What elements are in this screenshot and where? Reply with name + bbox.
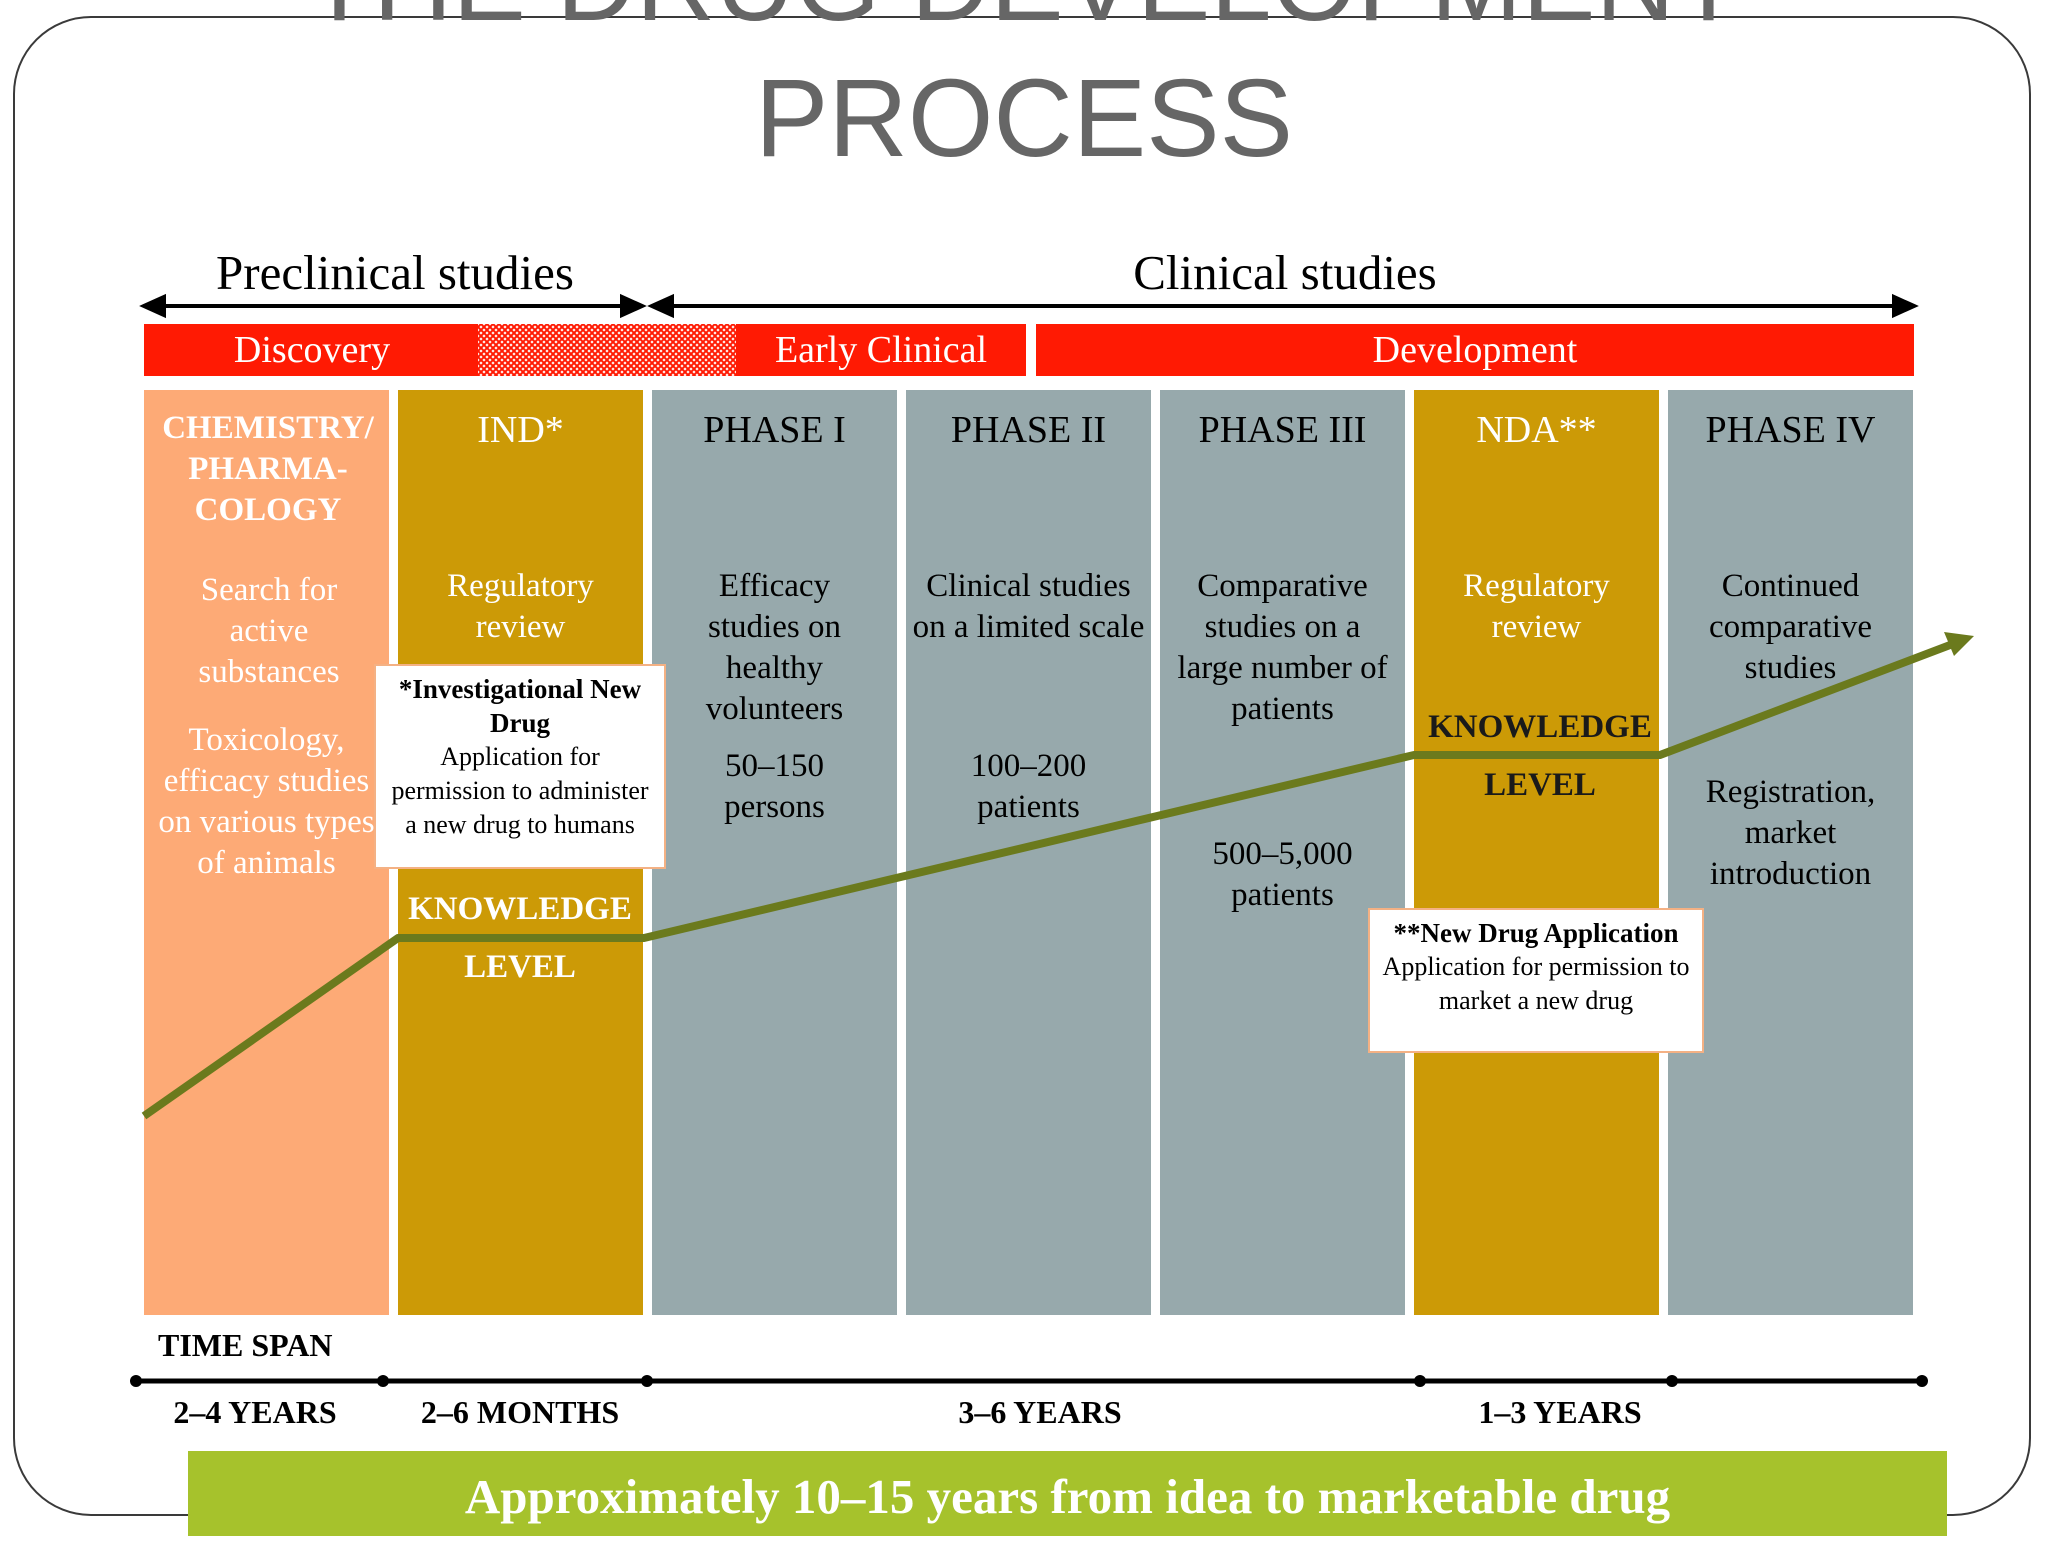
time-span-1: 2–6 MONTHS — [420, 1394, 620, 1430]
arrowhead-left — [139, 293, 166, 319]
ind-note-body: Application for permission to administer… — [391, 742, 649, 839]
knowledge-line2: LEVEL — [464, 949, 576, 985]
stage-early-clinical: Early Clinical — [736, 324, 1026, 376]
knowledge-level-label-ind: KNOWLEDGE LEVEL — [370, 880, 670, 996]
column-text: Clinical studies on a limited scale — [912, 568, 1145, 645]
nda-note: **New Drug Application Application for p… — [1368, 908, 1704, 1053]
column-text: Registration, market introduction — [1705, 774, 1876, 892]
column-head: PHASE I — [703, 409, 846, 451]
time-span-2: 3–6 YEARS — [958, 1394, 1122, 1430]
column-head: PHASE II — [950, 409, 1107, 451]
stage-transition-hatch — [478, 324, 736, 376]
ind-note-title: *Investigational New Drug — [398, 674, 642, 738]
column-text: 50–150 persons — [724, 748, 825, 825]
knowledge-level-label-nda: KNOWLEDGE LEVEL — [1390, 698, 1690, 814]
column-phase-2: PHASE II Clinical studies on a limited s… — [906, 390, 1151, 1315]
clinical-label: Clinical studies — [1133, 245, 1437, 300]
arrowhead-left — [647, 293, 674, 319]
column-phase-3: PHASE III Comparative studies on a large… — [1160, 390, 1405, 1315]
time-axis-dot — [130, 1375, 142, 1387]
column-text: Continued comparative studies — [1708, 568, 1873, 686]
column-nda: NDA** Regulatory review — [1414, 390, 1659, 1315]
footer-banner: Approximately 10–15 years from idea to m… — [188, 1451, 1947, 1536]
column-head: PHASE III — [1198, 409, 1367, 451]
knowledge-arrowhead-icon — [1944, 632, 1974, 656]
stage-development: Development — [1036, 324, 1914, 376]
slide-title-line2: PROCESS — [755, 57, 1293, 180]
column-head: NDA** — [1476, 409, 1597, 451]
time-span-label: TIME SPAN — [158, 1327, 333, 1363]
column-text: Comparative studies on a large number of… — [1177, 568, 1388, 727]
knowledge-polyline — [141, 638, 1960, 1120]
column-head: IND* — [477, 409, 564, 451]
column-text: Regulatory review — [1463, 568, 1610, 645]
column-text: 500–5,000 patients — [1212, 836, 1353, 913]
time-axis-dot — [641, 1375, 653, 1387]
time-axis-dot — [1414, 1375, 1426, 1387]
ind-note: *Investigational New Drug Application fo… — [374, 664, 666, 869]
time-axis-dot — [1666, 1375, 1678, 1387]
slide-title-line1: THE DRUG DEVELOPMENT — [0, 0, 2048, 38]
arrowhead-right — [620, 293, 647, 319]
preclinical-label: Preclinical studies — [216, 245, 574, 300]
nda-note-body: Application for permission to market a n… — [1382, 952, 1690, 1015]
column-text: Regulatory review — [447, 568, 594, 645]
arrowhead-right — [1892, 293, 1919, 319]
column-text: 100–200 patients — [970, 748, 1087, 825]
column-head: CHEMISTRY/ PHARMA- COLOGY — [162, 410, 374, 528]
column-chemistry: CHEMISTRY/ PHARMA- COLOGY Search for act… — [144, 390, 389, 1315]
column-text: Toxicology, efficacy studies on various … — [158, 722, 375, 881]
time-span-3: 1–3 YEARS — [1478, 1394, 1642, 1430]
time-axis-dot — [1916, 1375, 1928, 1387]
column-phase-4: PHASE IV Continued comparative studies R… — [1668, 390, 1913, 1315]
column-phase-1: PHASE I Efficacy studies on healthy volu… — [652, 390, 897, 1315]
stage-discovery: Discovery — [144, 324, 480, 376]
column-head: PHASE IV — [1705, 409, 1876, 451]
column-text: Search for active substances — [198, 572, 340, 690]
time-axis-dot — [377, 1375, 389, 1387]
time-span-0: 2–4 YEARS — [173, 1394, 337, 1430]
knowledge-line1: KNOWLEDGE — [1428, 709, 1652, 745]
nda-note-title: **New Drug Application — [1393, 918, 1679, 948]
column-text: Efficacy studies on healthy volunteers — [705, 568, 844, 727]
knowledge-line1: KNOWLEDGE — [408, 891, 632, 927]
knowledge-line2: LEVEL — [1484, 767, 1596, 803]
